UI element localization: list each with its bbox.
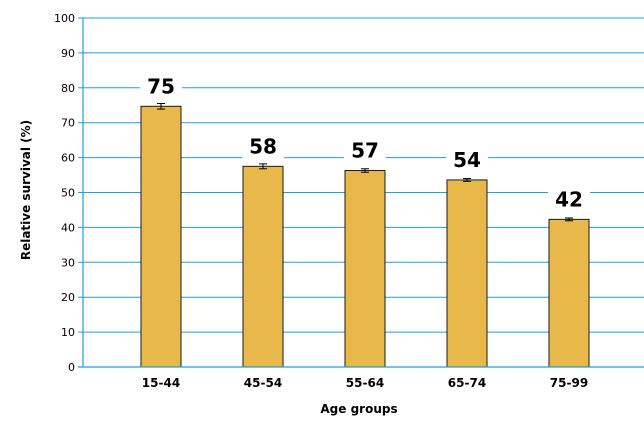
data-label: 57 (351, 139, 379, 163)
x-tick-label: 55-64 (346, 376, 384, 390)
bar-15-44 (140, 105, 182, 368)
x-axis-title: Age groups (320, 402, 397, 416)
data-label-background (446, 147, 488, 173)
data-label-background (242, 134, 284, 160)
bars (140, 105, 590, 368)
x-tick-label: 75-99 (550, 376, 588, 390)
data-label-background (344, 138, 386, 164)
data-label-background (548, 187, 590, 213)
data-labels: 75 58 57 54 42 (140, 74, 590, 213)
error-bars (157, 103, 573, 222)
bar-75-99 (548, 218, 590, 368)
bar-45-54 (242, 165, 284, 368)
y-tick-label: 10 (61, 326, 75, 339)
y-axis-title: Relative survival (%) (19, 120, 33, 260)
x-tick-label: 65-74 (448, 376, 486, 390)
data-label-background (140, 74, 182, 100)
data-label: 42 (555, 187, 583, 211)
bar-55-64 (344, 170, 386, 368)
x-axis-ticks: 15-44 45-54 55-64 65-74 75-99 (142, 376, 588, 390)
data-label: 58 (249, 134, 277, 158)
data-label: 75 (147, 74, 175, 98)
y-tick-label: 30 (61, 256, 75, 269)
y-tick-label: 80 (61, 82, 75, 95)
x-tick-label: 45-54 (244, 376, 282, 390)
y-tick-label: 100 (54, 12, 75, 25)
y-tick-label: 20 (61, 291, 75, 304)
x-tick-label: 15-44 (142, 376, 180, 390)
y-tick-label: 90 (61, 47, 75, 60)
y-axis-ticks: 0 10 20 30 40 50 60 70 80 90 100 (54, 12, 83, 374)
y-tick-label: 70 (61, 117, 75, 130)
y-tick-label: 40 (61, 221, 75, 234)
y-tick-label: 50 (61, 187, 75, 200)
data-label: 54 (453, 148, 481, 172)
y-tick-label: 60 (61, 152, 75, 165)
y-tick-label: 0 (68, 361, 75, 374)
bar-65-74 (446, 179, 488, 368)
